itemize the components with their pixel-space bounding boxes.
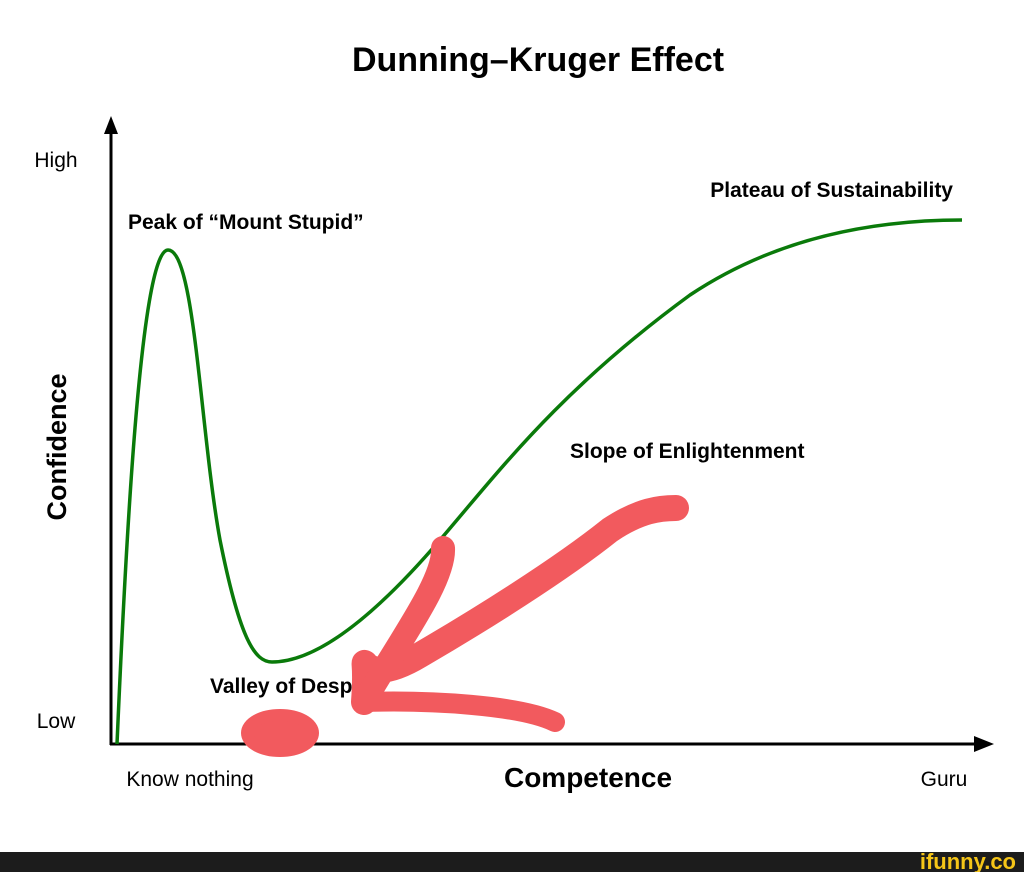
valley-label: Valley of Despair — [210, 675, 378, 698]
scribble — [241, 495, 689, 757]
confidence-curve — [115, 218, 963, 745]
y-high-label: High — [34, 149, 77, 172]
peak-label: Peak of “Mount Stupid” — [128, 211, 364, 234]
x-start-label: Know nothing — [126, 768, 253, 791]
y-axis-arrow — [104, 116, 118, 134]
slope-label: Slope of Enlightenment — [570, 440, 805, 463]
x-axis-label: Competence — [504, 762, 672, 793]
plateau-label: Plateau of Sustainability — [710, 179, 953, 202]
y-low-label: Low — [37, 710, 76, 733]
x-end-label: Guru — [921, 768, 968, 791]
y-axis-label: Confidence — [42, 373, 72, 520]
x-axis-arrow — [974, 736, 994, 752]
title: Dunning–Kruger Effect — [352, 41, 724, 79]
footer-bar — [0, 852, 1024, 872]
watermark: ifunny.co — [920, 849, 1016, 872]
